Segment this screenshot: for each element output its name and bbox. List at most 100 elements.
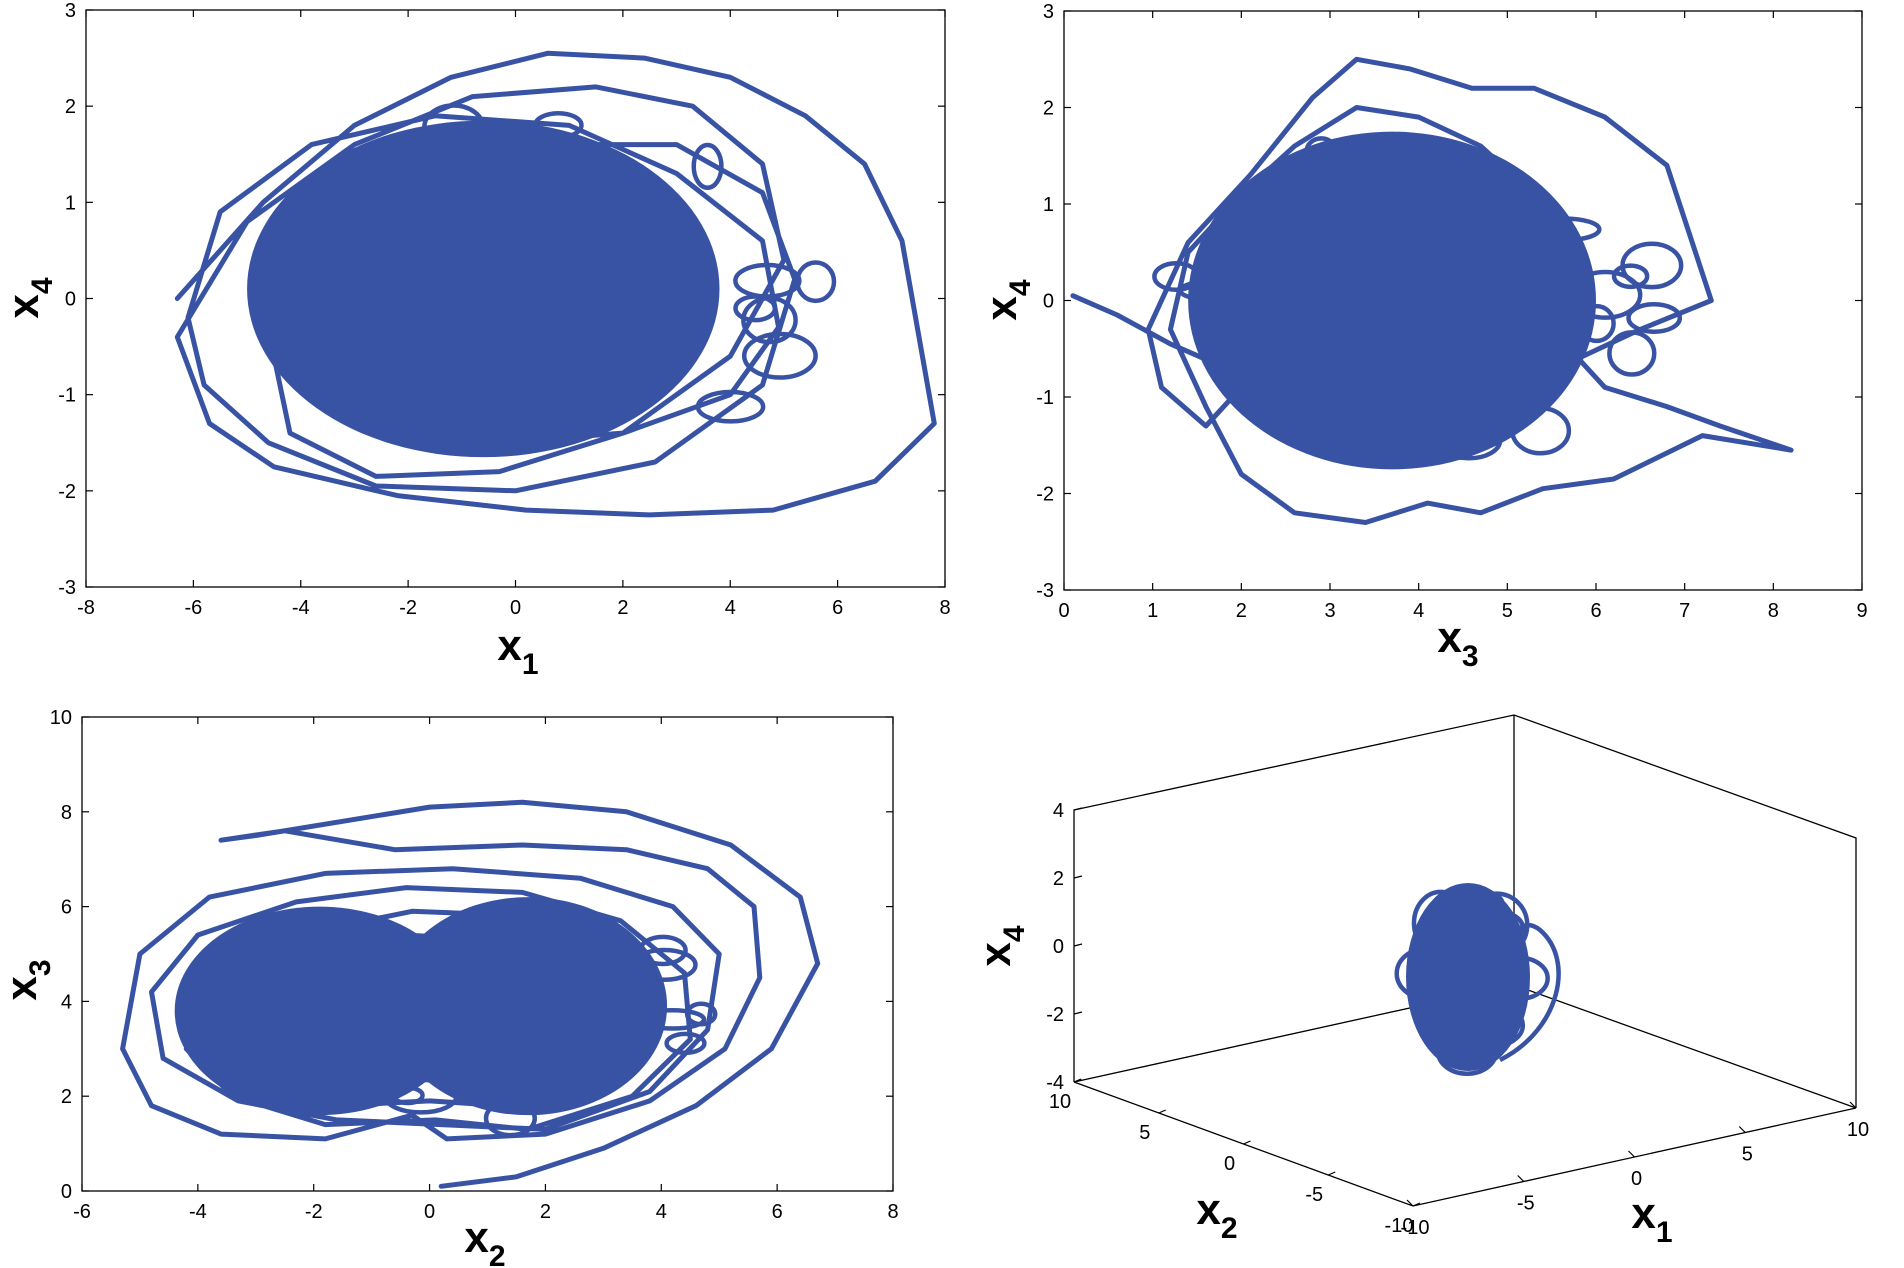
trajectory-loop <box>306 1058 348 1099</box>
trajectory <box>120 799 821 1189</box>
x-tick-label: 2 <box>540 1201 551 1223</box>
trajectory-loop <box>307 265 359 308</box>
x-tick-label: 10 <box>1847 1119 1869 1141</box>
trajectory-loop <box>336 274 415 299</box>
y-ticks: -3 -2 -1 0 1 2 3 <box>58 0 945 599</box>
y-tick-label: 4 <box>61 991 72 1013</box>
trajectory-line <box>1498 922 1561 1063</box>
y-ticks: -3 -2 -1 0 1 2 3 <box>1036 1 1862 602</box>
trajectory-loop <box>1511 368 1561 402</box>
y-axis-label: x2 <box>1196 1185 1237 1245</box>
trajectory-loop <box>494 328 531 378</box>
attractor-core <box>1188 131 1596 470</box>
trajectory-loop <box>1489 404 1524 437</box>
trajectory-loop <box>1435 420 1503 461</box>
y-tick-label: -1 <box>58 385 76 407</box>
y-tick-label: 10 <box>50 707 72 729</box>
x-tick-label: 3 <box>1324 600 1335 622</box>
trajectory-loop <box>382 1077 459 1115</box>
trajectory-loop <box>533 944 605 964</box>
y-tick-mark <box>1328 1171 1336 1176</box>
trajectory-loop <box>321 191 370 232</box>
trajectory-loop <box>1361 353 1420 376</box>
trajectory-loop <box>1467 931 1516 976</box>
attractor-core-left <box>174 906 465 1116</box>
z-tick-label: -2 <box>1046 1004 1064 1026</box>
trajectory-loop <box>1434 150 1467 196</box>
trajectory-loop <box>1304 136 1339 167</box>
y-tick-mark <box>1158 1109 1166 1114</box>
trajectory-loop <box>1321 183 1393 226</box>
x-tick-label: 1 <box>1147 600 1158 622</box>
trajectory <box>174 50 937 518</box>
x-ticks: -8 -6 -4 -2 0 2 4 6 8 <box>77 10 951 619</box>
x-tick-label: 8 <box>1768 600 1779 622</box>
x-tick-label: 5 <box>1502 600 1513 622</box>
trajectory <box>1070 56 1794 525</box>
trajectory-loop <box>1503 314 1551 338</box>
x-tick-label: 8 <box>939 597 950 619</box>
trajectory-loop <box>534 1073 572 1096</box>
y-tick-label: 2 <box>1043 98 1054 120</box>
trajectory-line <box>120 799 821 1189</box>
trajectory-loop <box>232 919 297 960</box>
x-axis-label: x1 <box>497 621 538 681</box>
x-tick-mark <box>1849 1101 1857 1109</box>
y-tick-label: 0 <box>1043 291 1054 313</box>
x-tick-label: -2 <box>399 597 417 619</box>
x-ticks: -10 -5 0 5 10 <box>1401 1101 1869 1239</box>
z-tick-label: -4 <box>1046 1072 1064 1094</box>
x-tick-label: 6 <box>832 597 843 619</box>
x-tick-label: 0 <box>510 597 521 619</box>
x-tick-label: 4 <box>1413 600 1424 622</box>
z-axis-label: x4 <box>971 925 1031 966</box>
trajectory-loop <box>1626 301 1683 334</box>
trajectory-loop <box>1348 386 1406 431</box>
x-ticks: -6 -4 -2 0 2 4 6 8 <box>73 717 899 1223</box>
x-tick-mark <box>1628 1150 1635 1158</box>
x-ticks: 0 1 2 3 4 5 6 7 8 9 <box>1058 11 1868 622</box>
trajectory-loop <box>1471 176 1543 223</box>
trajectory-loop <box>433 353 495 380</box>
x-axis-label: x1 <box>1631 1189 1672 1249</box>
panel-x3-x4: 0 1 2 3 4 5 6 7 8 9 -3 -2 -1 0 1 2 3 x3 x4 <box>977 1 1868 673</box>
y-tick-label: -3 <box>58 577 76 599</box>
trajectory-loop <box>589 347 663 372</box>
trajectory-loop <box>1469 979 1523 1013</box>
trajectory-loop <box>391 1085 425 1106</box>
x-tick-label: -6 <box>73 1201 91 1223</box>
y-tick-label: 1 <box>65 192 76 214</box>
trajectory-loop <box>1526 216 1602 243</box>
trajectory-loop <box>622 961 658 989</box>
trajectory-loop <box>1577 303 1616 344</box>
x-tick-label: 2 <box>617 597 628 619</box>
z-tick-label: 0 <box>1053 936 1064 958</box>
y-tick-label: 10 <box>1049 1091 1071 1113</box>
trajectory-loop <box>1607 330 1657 377</box>
trajectory-loop <box>1510 405 1572 456</box>
y-tick-label: 2 <box>61 1086 72 1108</box>
panel-x2-x3: -6 -4 -2 0 2 4 6 8 0 2 4 6 8 10 x2 x3 <box>0 707 899 1268</box>
trajectory-loop <box>638 1008 707 1031</box>
trajectory-loop <box>422 103 486 151</box>
trajectory-loop <box>1568 269 1643 320</box>
z-tick-mark <box>1073 875 1083 879</box>
x-tick-label: 9 <box>1856 600 1867 622</box>
trajectory-loop <box>664 1031 707 1056</box>
trajectory-loop <box>318 976 350 998</box>
y-tick-label: 6 <box>61 897 72 919</box>
trajectory-loop <box>320 940 353 961</box>
x-tick-label: 6 <box>772 1201 783 1223</box>
y-tick-mark <box>1073 1078 1082 1083</box>
y-tick-label: 0 <box>65 289 76 311</box>
y-tick-label: -2 <box>1036 484 1054 506</box>
trajectory-loop <box>733 294 778 323</box>
trajectory-loop <box>741 331 818 380</box>
y-tick-mark <box>1243 1140 1251 1145</box>
trajectory-loop <box>1539 255 1574 281</box>
x-tick-label: 7 <box>1679 600 1690 622</box>
y-axis-label: x4 <box>977 279 1037 320</box>
z-ticks: -4 -2 0 2 4 <box>1046 800 1083 1094</box>
x-axis-label: x3 <box>1437 613 1478 673</box>
